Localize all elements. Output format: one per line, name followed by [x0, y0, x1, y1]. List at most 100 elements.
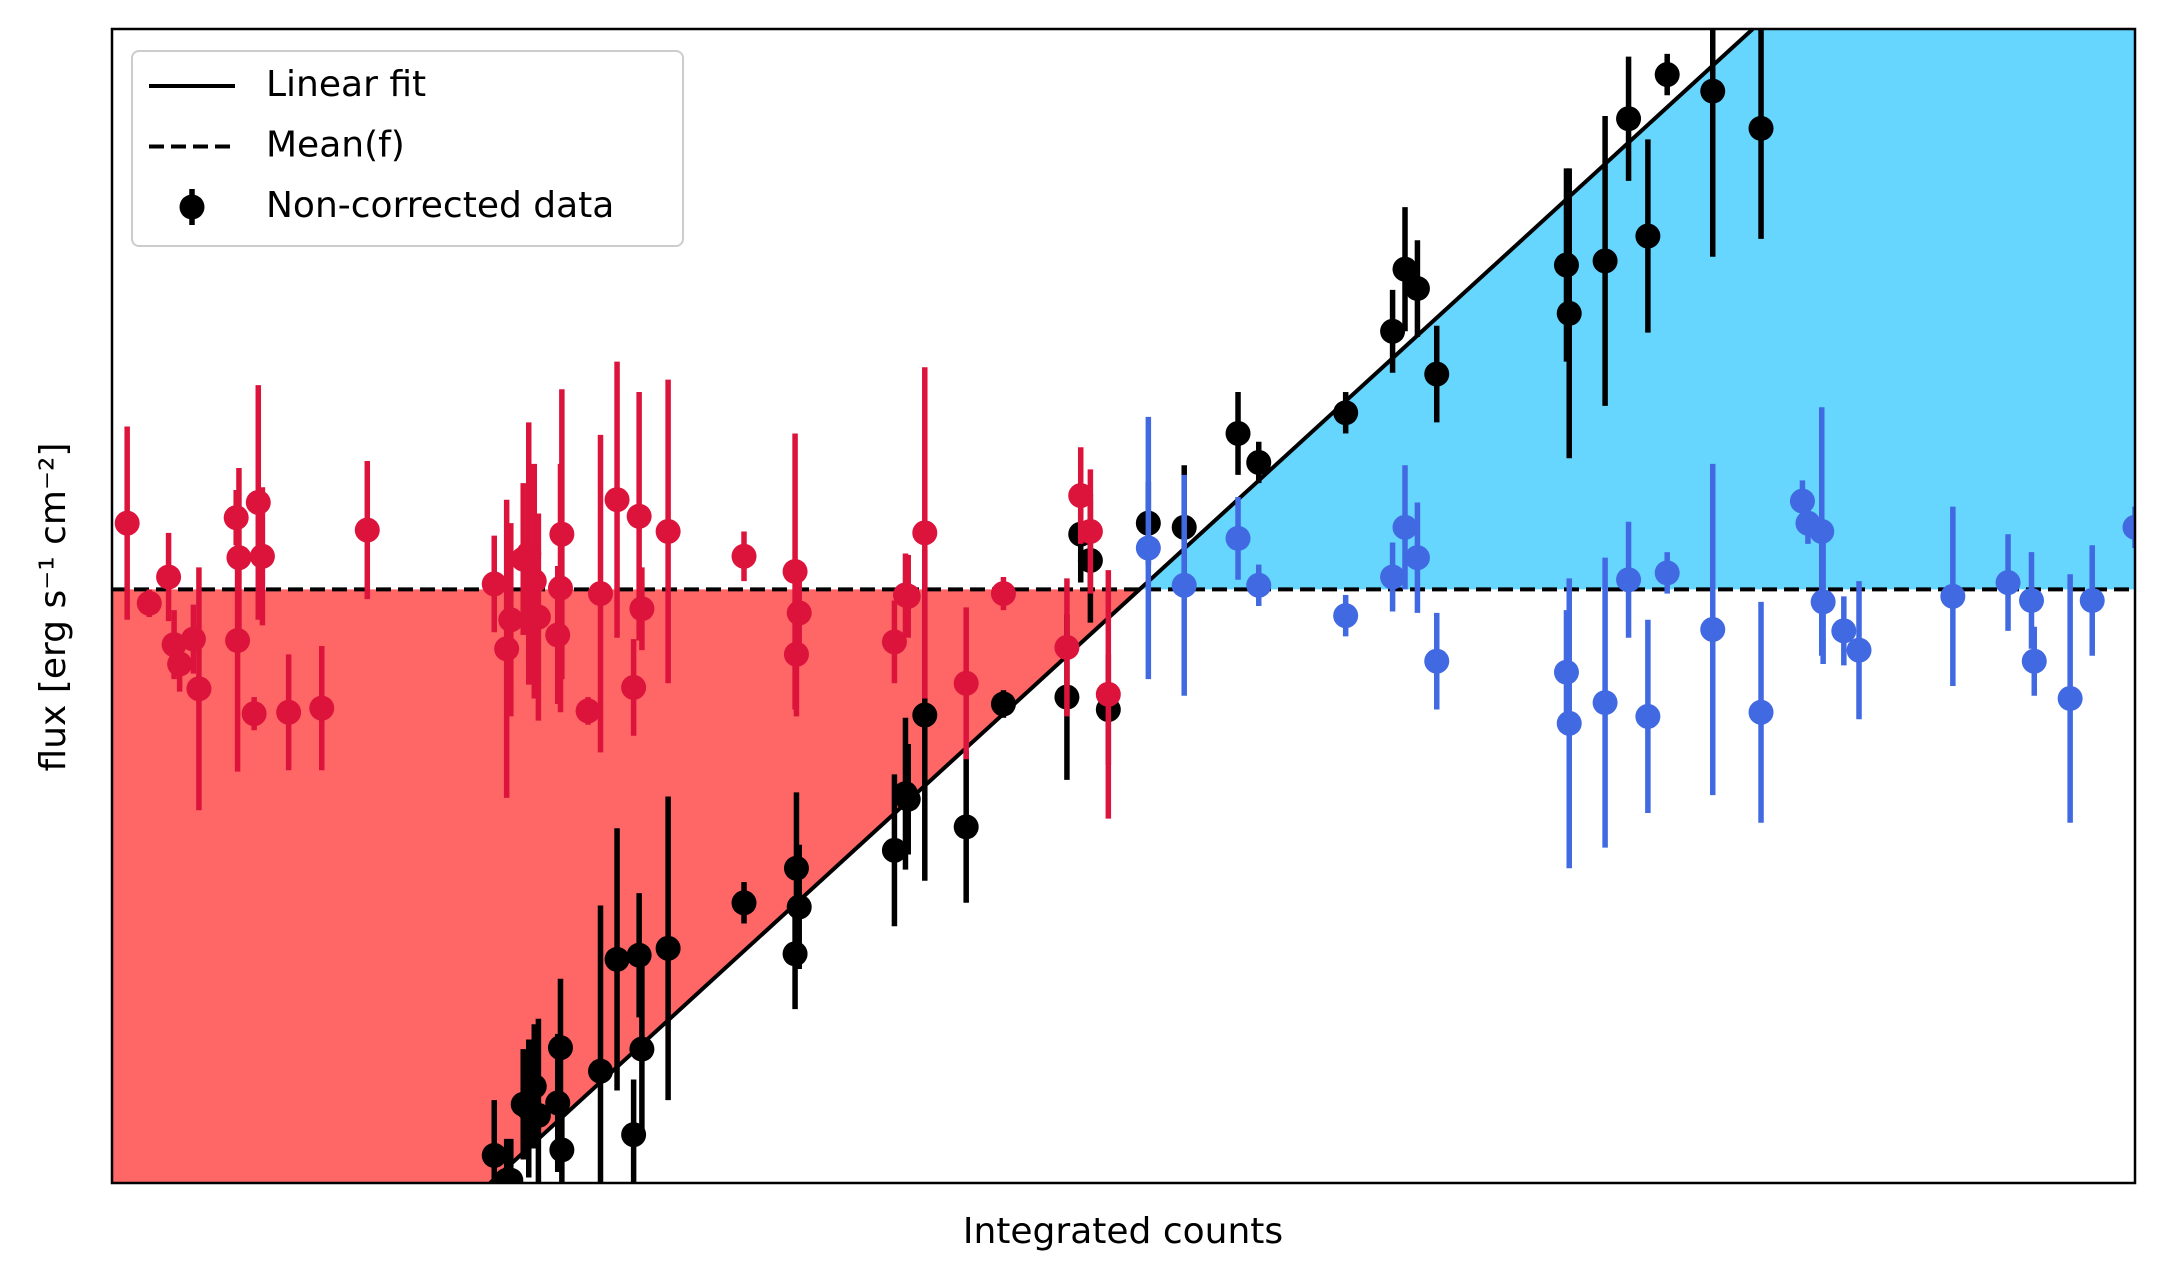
data-point: [783, 855, 809, 881]
data-point: [2057, 685, 2083, 711]
data-point: [2021, 648, 2047, 674]
data-point: [1392, 514, 1418, 540]
data-point: [1246, 449, 1272, 475]
data-point: [186, 676, 212, 702]
data-point: [525, 604, 551, 630]
data-point: [731, 890, 757, 916]
data-point: [481, 571, 507, 597]
data-point: [1592, 690, 1618, 716]
data-point: [309, 695, 335, 721]
data-point: [167, 651, 193, 677]
data-point: [2079, 587, 2105, 613]
data-point: [782, 941, 808, 967]
data-point: [953, 670, 979, 696]
data-point: [549, 1137, 575, 1163]
data-point: [494, 636, 520, 662]
data-point: [1380, 564, 1406, 590]
data-point: [2019, 587, 2045, 613]
data-point: [114, 510, 140, 536]
data-point: [1333, 603, 1359, 629]
data-point: [241, 701, 267, 727]
data-point: [1404, 276, 1430, 302]
data-point: [481, 1142, 507, 1168]
axes-frame: [110, 27, 2137, 1185]
legend-label: Mean(f): [266, 125, 405, 166]
data-point: [549, 521, 575, 547]
legend-label: Non-corrected data: [266, 185, 614, 226]
data-point: [545, 622, 571, 648]
data-point: [655, 935, 681, 961]
data-point: [1225, 420, 1251, 446]
data-point: [786, 600, 812, 626]
data-point: [521, 1073, 547, 1099]
data-point: [1846, 637, 1872, 663]
y-axis-label: flux [erg s⁻¹ cm⁻²]: [33, 443, 74, 772]
data-point: [545, 1090, 571, 1116]
data-point: [1635, 223, 1661, 249]
data-point: [604, 487, 630, 513]
data-point: [1424, 361, 1450, 387]
data-point: [180, 626, 206, 652]
data-point: [1789, 488, 1815, 514]
data-point: [629, 1036, 655, 1062]
data-point: [1225, 525, 1251, 551]
fill-above-mean: [1139, 29, 2135, 590]
data-point: [1635, 703, 1661, 729]
data-point: [1654, 560, 1680, 586]
data-point: [588, 1058, 614, 1084]
data-point: [156, 564, 182, 590]
legend-label: Linear fit: [266, 64, 426, 105]
data-point: [1095, 681, 1121, 707]
line-series: [488, 29, 1755, 1183]
data-point: [1246, 572, 1272, 598]
plot-area: [112, 29, 2135, 1183]
fill-below-mean: [112, 589, 1140, 1183]
data-point: [629, 596, 655, 622]
legend: Linear fit Mean(f) Non-corrected data: [131, 50, 684, 247]
data-point: [953, 814, 979, 840]
data-point: [245, 489, 271, 515]
data-point: [525, 1102, 551, 1128]
data-point: [1616, 106, 1642, 132]
data-point: [1940, 583, 1966, 609]
data-point: [1553, 659, 1579, 685]
data-point: [881, 837, 907, 863]
data-point: [1700, 616, 1726, 642]
data-point: [249, 543, 275, 569]
data-point: [226, 545, 252, 571]
data-point: [1592, 248, 1618, 274]
data-point: [575, 698, 601, 724]
data-point: [604, 946, 630, 972]
data-point: [782, 558, 808, 584]
data-point: [498, 607, 524, 633]
data-point: [1809, 518, 1835, 544]
legend-swatch: [179, 194, 205, 220]
data-point: [1135, 535, 1161, 561]
data-point: [912, 702, 938, 728]
data-point: [1054, 634, 1080, 660]
data-point: [783, 641, 809, 667]
data-point: [1553, 252, 1579, 278]
data-point: [655, 518, 681, 544]
data-point: [1654, 62, 1680, 88]
data-point: [498, 1167, 524, 1183]
data-point: [1810, 589, 1836, 615]
data-point: [1831, 618, 1857, 644]
data-point: [1424, 648, 1450, 674]
data-point: [626, 942, 652, 968]
data-point: [731, 543, 757, 569]
data-point: [1077, 518, 1103, 544]
data-point: [912, 520, 938, 546]
data-point: [1995, 570, 2021, 596]
data-point: [588, 581, 614, 607]
data-point: [1700, 78, 1726, 104]
data-point: [786, 894, 812, 920]
data-point: [354, 517, 380, 543]
data-point: [1068, 483, 1094, 509]
data-point: [547, 1035, 573, 1061]
data-point: [621, 674, 647, 700]
data-point: [1380, 318, 1406, 344]
data-point: [2122, 514, 2135, 540]
data-point: [1556, 710, 1582, 736]
